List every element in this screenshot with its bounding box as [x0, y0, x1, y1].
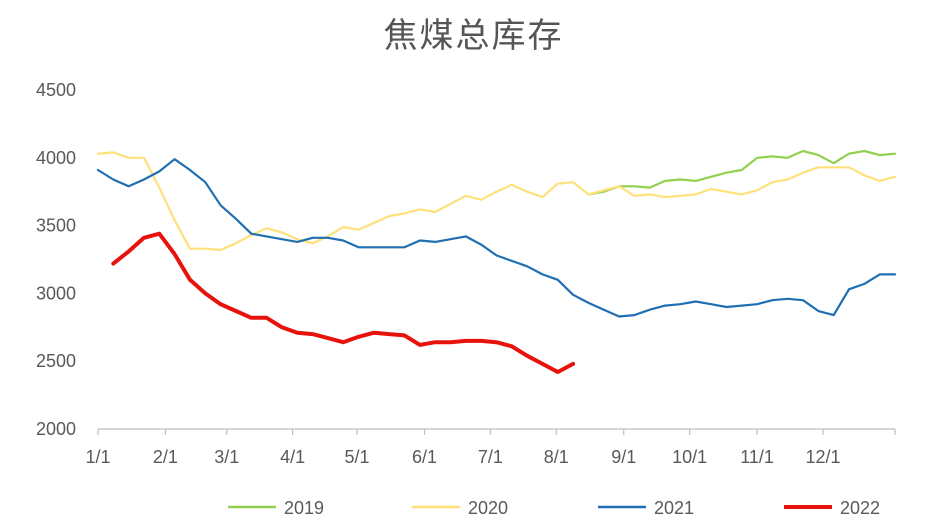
- x-tick-label: 8/1: [544, 447, 569, 467]
- x-tick-label: 3/1: [214, 447, 239, 467]
- y-tick-label: 2500: [36, 351, 76, 371]
- series-lines: [96, 149, 897, 374]
- x-tick-label: 11/1: [740, 447, 774, 467]
- legend: 2019 2020 2021 2022: [228, 498, 880, 518]
- y-tick-label: 3500: [36, 216, 76, 236]
- x-tick-label: 10/1: [672, 447, 707, 467]
- x-tick-label: 7/1: [478, 447, 503, 467]
- x-axis: 1/1 2/1 3/1 4/1 5/1 6/1 7/1 8/1 9/1 10/1 11/1 12/1: [85, 428, 896, 467]
- y-axis: 2000 2500 3000 3500 4000 4500: [36, 80, 76, 439]
- y-tick-label: 2000: [36, 419, 76, 439]
- x-tick-label: 6/1: [412, 447, 437, 467]
- x-tick-label: 4/1: [280, 447, 305, 467]
- legend-label-2019: 2019: [284, 498, 324, 518]
- chart-title: 焦煤总库存: [383, 16, 564, 56]
- y-tick-label: 4000: [36, 148, 76, 168]
- legend-label-2022: 2022: [840, 498, 880, 518]
- series-line-2021: [96, 158, 897, 318]
- x-tick-label: 2/1: [153, 447, 178, 467]
- y-tick-label: 4500: [36, 80, 76, 100]
- x-tick-label: 5/1: [345, 447, 370, 467]
- legend-label-2020: 2020: [468, 498, 508, 518]
- series-line-2020: [96, 151, 897, 252]
- series-line-2019: [587, 149, 897, 196]
- y-tick-label: 3000: [36, 283, 76, 303]
- series-line-2022: [111, 231, 576, 374]
- x-tick-label: 1/1: [85, 447, 110, 467]
- legend-label-2021: 2021: [654, 498, 694, 518]
- x-tick-label: 12/1: [805, 447, 840, 467]
- x-tick-label: 9/1: [611, 447, 636, 467]
